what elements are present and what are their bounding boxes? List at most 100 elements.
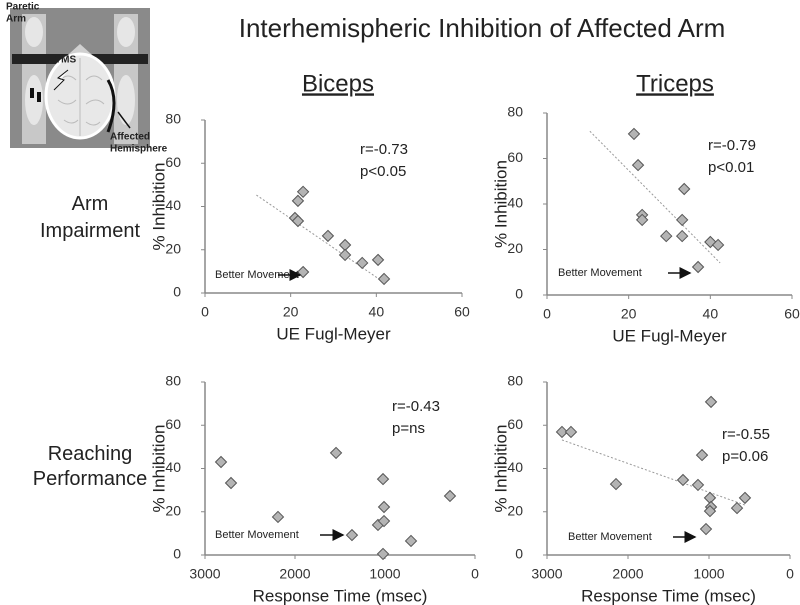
data-point xyxy=(271,510,285,524)
annotation: p<0.01 xyxy=(708,159,754,176)
x-tick-label: 20 xyxy=(283,304,299,320)
x-axis-label: UE Fugl-Meyer xyxy=(612,326,727,345)
y-tick-label: 20 xyxy=(507,502,523,518)
title: Interhemispheric Inhibition of Affected … xyxy=(239,13,726,43)
data-point xyxy=(291,194,305,208)
data-point xyxy=(376,547,390,561)
y-tick-label: 0 xyxy=(515,546,523,562)
data-point xyxy=(555,425,569,439)
scatter-panel: 0 20 40 60 80 3000 2000 1000 0 Response Time (mse… xyxy=(491,373,794,605)
data-point xyxy=(345,528,359,542)
x-tick-label: 1000 xyxy=(369,566,400,582)
data-point xyxy=(635,213,649,227)
data-point xyxy=(321,229,335,243)
data-point xyxy=(691,260,705,274)
data-point xyxy=(371,253,385,267)
trend-line xyxy=(256,194,386,284)
x-tick-label: 1000 xyxy=(693,566,724,582)
data-point xyxy=(704,395,718,409)
y-axis-label: % Inhibition xyxy=(149,425,168,513)
x-tick-label: 20 xyxy=(621,306,637,322)
data-point xyxy=(224,476,238,490)
data-point xyxy=(730,501,744,515)
y-tick-label: 60 xyxy=(165,154,181,170)
note: Better Movement xyxy=(558,267,642,279)
x-tick-label: 40 xyxy=(703,306,719,322)
x-tick-label: 2000 xyxy=(612,566,643,582)
illustration-label: Arm xyxy=(6,14,26,25)
annotation: r=-0.79 xyxy=(708,137,756,154)
x-axis-label: Response Time (msec) xyxy=(581,586,756,605)
y-tick-label: 0 xyxy=(173,284,181,300)
illustration: Paretic Arm TMS Affected Hemisphere xyxy=(6,2,168,155)
x-tick-label: 60 xyxy=(454,304,470,320)
data-point xyxy=(291,214,305,228)
note: Better Movement xyxy=(215,529,299,541)
y-axis-label: % Inhibition xyxy=(491,425,510,513)
note: Better Movement xyxy=(568,531,652,543)
row-label: Arm Impairment xyxy=(40,193,140,242)
trend-line xyxy=(589,130,721,264)
x-tick-label: 3000 xyxy=(531,566,562,582)
column-header: Biceps xyxy=(302,70,374,97)
data-point xyxy=(296,185,310,199)
annotation: p=ns xyxy=(392,420,425,437)
y-tick-label: 40 xyxy=(507,459,523,475)
data-point xyxy=(691,478,705,492)
scatter-panel: 0 20 40 60 80 3000 2000 1000 0 Response Time (mse… xyxy=(149,373,479,605)
x-tick-label: 0 xyxy=(201,304,209,320)
annotation: p=0.06 xyxy=(722,448,768,465)
x-axis-label: Response Time (msec) xyxy=(253,586,428,605)
row-label: Reaching Performance xyxy=(33,443,148,490)
y-tick-label: 40 xyxy=(507,195,523,211)
annotation: p<0.05 xyxy=(360,163,406,180)
y-tick-label: 60 xyxy=(165,416,181,432)
y-tick-label: 80 xyxy=(165,111,181,127)
scatter-panel: 0 20 40 60 80 0 20 40 60 UE Fugl-Meyer % Inhibitio… xyxy=(149,111,470,344)
data-point xyxy=(699,522,713,536)
data-point xyxy=(660,229,673,243)
data-point xyxy=(695,448,709,462)
data-point xyxy=(675,213,689,227)
y-axis-label: % Inhibition xyxy=(491,160,510,248)
y-tick-label: 40 xyxy=(165,197,181,213)
data-point xyxy=(376,472,390,486)
y-tick-label: 20 xyxy=(165,502,181,518)
trend-line xyxy=(561,439,746,506)
y-tick-label: 80 xyxy=(507,373,523,389)
y-tick-label: 0 xyxy=(173,546,181,562)
data-point xyxy=(355,256,369,270)
data-point xyxy=(703,504,717,518)
data-point xyxy=(338,248,352,262)
data-point xyxy=(609,477,623,491)
annotation: r=-0.73 xyxy=(360,141,408,158)
data-point xyxy=(627,127,641,141)
y-tick-label: 80 xyxy=(165,373,181,389)
y-tick-label: 60 xyxy=(507,416,523,432)
annotation: r=-0.55 xyxy=(722,426,770,443)
illustration-label: Hemisphere xyxy=(110,144,168,155)
data-point xyxy=(377,500,391,514)
data-point xyxy=(564,425,578,439)
illustration-label: Paretic xyxy=(6,2,40,13)
data-point xyxy=(711,238,725,252)
y-tick-label: 80 xyxy=(507,104,523,120)
y-tick-label: 60 xyxy=(507,149,523,165)
y-tick-label: 0 xyxy=(515,286,523,302)
data-point xyxy=(631,158,645,172)
illustration-label: TMS xyxy=(55,55,76,66)
data-point xyxy=(377,272,391,286)
data-point xyxy=(676,473,690,487)
y-tick-label: 20 xyxy=(507,240,523,256)
scatter-panel: 0 20 40 60 80 0 20 40 60 UE Fugl-Meyer % Inhibitio… xyxy=(491,104,800,346)
y-axis-label: % Inhibition xyxy=(149,163,168,251)
data-point xyxy=(404,534,418,548)
data-point xyxy=(443,489,457,503)
annotation: r=-0.43 xyxy=(392,398,440,415)
data-point xyxy=(214,455,228,469)
data-point xyxy=(675,229,689,243)
x-tick-label: 60 xyxy=(784,306,800,322)
data-point xyxy=(377,514,391,528)
data-point xyxy=(329,446,343,460)
